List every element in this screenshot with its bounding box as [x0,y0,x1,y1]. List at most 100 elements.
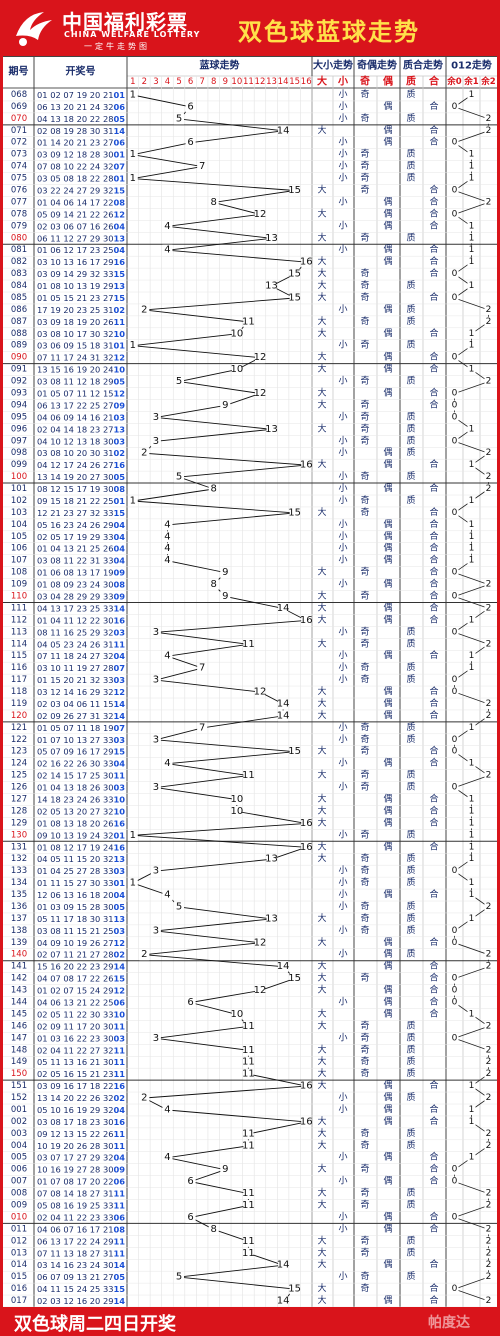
mod3-mark-bg [467,890,476,901]
blue-ball-mark-bg [162,220,173,232]
prime-mark: 合 [429,578,438,590]
numbers-cell: 03 12 14 16 29 32 [37,687,114,697]
blue-ball-mark-bg [266,280,277,292]
blue-number-cell: 07 [113,162,125,172]
blue-ball-mark: 9 [222,567,228,578]
blue-ball-mark-bg [243,1020,254,1032]
size-mark: 大 [317,912,326,924]
mod3-mark-bg [467,89,476,100]
blue-ball-mark: 16 [300,842,313,853]
mod3-mark-bg [450,507,459,518]
period-cell: 090 [11,353,27,363]
prime-mark: 合 [429,1079,438,1091]
size-mark: 小 [338,435,347,446]
period-cell: 131 [11,842,27,852]
period-cell: 145 [11,1009,27,1019]
mod3-mark-bg [467,663,476,674]
period-cell: 073 [11,150,27,160]
blue-ball-mark-bg [301,841,312,853]
parity-mark: 偶 [383,387,392,399]
size-mark: 小 [338,674,347,685]
blue-ball-mark-bg [266,853,277,865]
numbers-cell: 03 10 11 19 27 28 [37,663,114,673]
numbers-cell: 03 07 17 27 29 32 [37,1153,114,1163]
blue-ball-mark: 3 [153,412,159,423]
mod3-mark-bg [467,495,476,506]
blue-ball-mark-bg [197,722,208,734]
blue-ball-mark-bg [208,1223,219,1235]
sub-prime: 质 [406,75,416,88]
period-cell: 121 [11,723,27,733]
blue-ball-mark-bg [289,507,300,519]
period-cell: 084 [11,281,27,291]
prime-mark: 质 [406,852,415,864]
period-cell: 071 [11,126,27,136]
prime-mark: 质 [406,1234,415,1246]
mod3-mark: 2 [486,197,492,207]
blue-ball-mark: 12 [254,388,267,399]
mod3-mark: 0 [452,400,458,410]
blue-ball-mark-bg [231,364,242,376]
period-cell: 088 [11,329,27,339]
mod3-mark-bg [467,281,476,292]
blue-number-cell: 05 [113,1272,125,1282]
parity-mark: 奇 [360,852,369,864]
prime-mark: 合 [429,984,438,996]
prime-mark: 质 [406,769,415,781]
blue-trend-header: 蓝球走势 [200,59,240,72]
size-mark: 大 [317,1043,326,1055]
prime-mark: 质 [406,434,415,446]
blue-ball-mark-bg [231,328,242,340]
mod3-mark: 1 [469,556,475,566]
blue-ball-mark-bg [197,161,208,173]
numbers-cell: 01 03 16 22 23 30 [37,1033,114,1043]
prime-mark: 合 [429,1007,438,1019]
numbers-cell: 01 08 13 18 20 26 [37,818,114,828]
mod3-mark: 2 [486,1189,492,1199]
parity-mark: 奇 [360,1163,369,1175]
mod3-mark: 0 [452,1177,458,1187]
brand-english: CHINA WELFARE LOTTERY [64,30,201,39]
mod3-mark: 1 [469,914,475,924]
period-cell: 001 [11,1105,27,1115]
mod3-mark-bg [484,304,493,315]
prime-mark: 质 [406,781,415,793]
numbers-cell: 02 04 14 18 23 27 [37,424,114,434]
numbers-cell: 03 22 24 27 29 32 [37,186,114,196]
mod3-mark-bg [467,221,476,232]
prime-mark: 质 [406,172,415,184]
period-cell: 068 [11,90,27,100]
size-mark: 大 [317,697,326,709]
numbers-cell: 04 12 17 24 26 27 [37,460,114,470]
watermark: 帕度达 [428,1315,470,1331]
period-cell: 140 [11,950,27,960]
blue-number-cell: 12 [113,986,125,996]
blue-number-cell: 11 [113,1248,125,1258]
blue-number-cell: 16 [113,1081,125,1091]
mod3-mark-bg [450,1212,459,1223]
blue-ball-mark-bg [243,1247,254,1259]
size-mark: 小 [338,244,347,255]
blue-ball-mark-bg [162,555,173,567]
blue-column-label: 4 [165,77,170,87]
numbers-cell: 01 08 12 17 19 24 [37,842,114,852]
blue-ball-mark: 3 [153,866,159,877]
period-cell: 010 [11,1212,27,1222]
blue-ball-mark-bg [243,1235,254,1247]
numbers-cell: 07 08 10 22 24 32 [37,162,114,172]
blue-ball-mark-bg [243,1128,254,1140]
parity-mark: 奇 [360,769,369,781]
mod3-mark: 1 [469,878,475,888]
mod3-mark: 1 [469,663,475,673]
numbers-cell: 02 04 11 22 27 32 [37,1045,114,1055]
size-mark: 大 [317,566,326,578]
blue-number-cell: 10 [113,1009,125,1019]
period-cell: 003 [11,1129,27,1139]
mod3-mark: 2 [486,1201,492,1211]
blue-ball-mark: 11 [242,1057,255,1068]
trend-table: 期号 开奖号蓝球走势 大小走势 奇偶走势 质合走势 012走势大小奇偶质合余0 余1 余21 2… [3,56,497,1308]
size-mark: 小 [338,865,347,876]
blue-number-cell: 07 [113,663,125,673]
mod3-mark-bg [484,1248,493,1259]
parity-mark: 偶 [383,601,392,613]
